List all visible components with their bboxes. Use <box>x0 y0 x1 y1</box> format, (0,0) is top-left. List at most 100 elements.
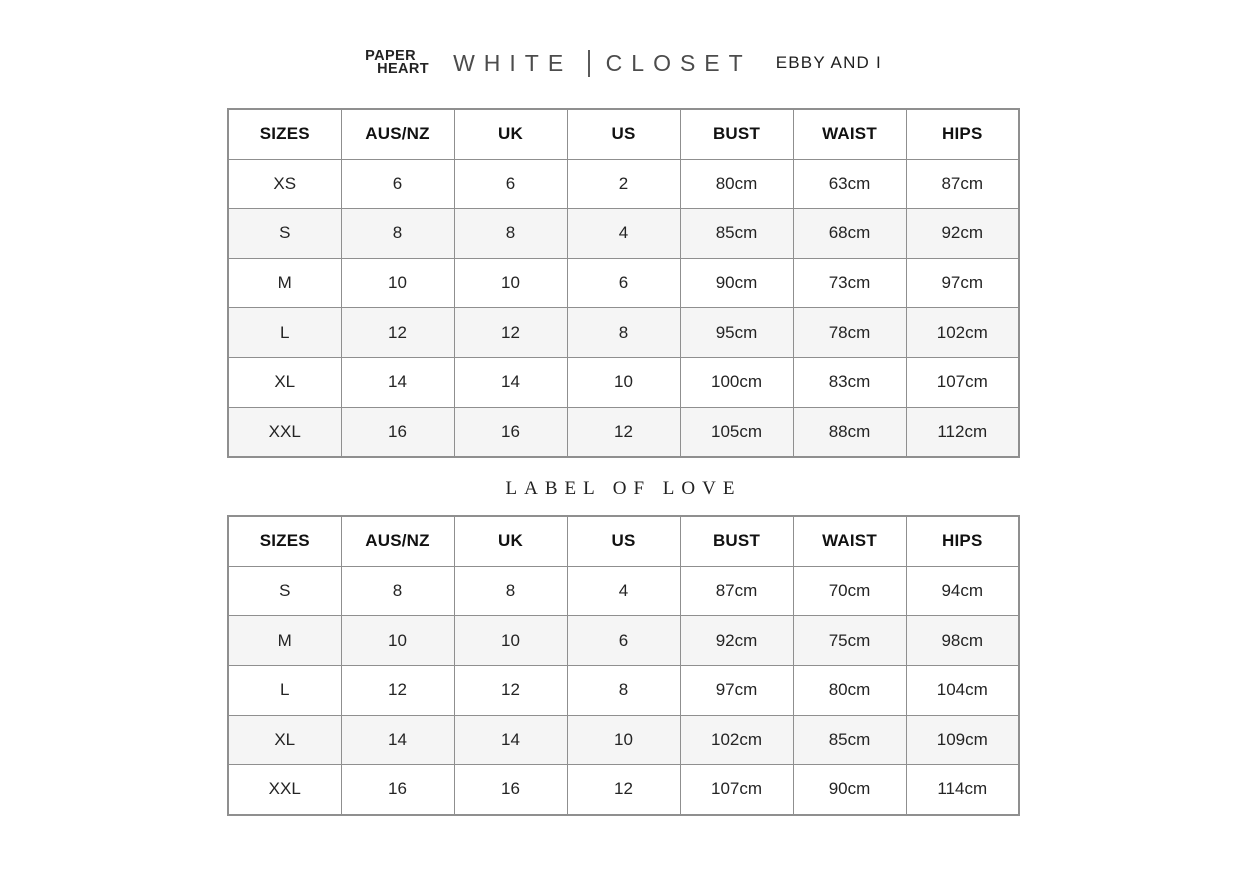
table-cell: 107cm <box>905 356 1020 408</box>
table-cell: 14 <box>340 714 455 766</box>
table-cell: 97cm <box>679 664 794 716</box>
paper-heart-logo: PAPER HEART <box>365 47 430 77</box>
table-cell: 8 <box>453 208 568 259</box>
column-header-bust: BUST <box>679 108 794 160</box>
table-cell: XL <box>227 714 342 766</box>
header-row: SIZES AUS/NZ UK US BUST WAIST HIPS <box>227 108 1020 160</box>
table-cell: 98cm <box>905 615 1020 666</box>
table-cell: 90cm <box>679 257 794 309</box>
table-cell: 10 <box>340 615 455 666</box>
table-cell: 14 <box>453 356 568 408</box>
table-cell: 8 <box>340 565 455 617</box>
table-cell: XXL <box>227 764 342 816</box>
table-cell: 80cm <box>679 158 794 210</box>
table-cell: 8 <box>453 565 568 617</box>
table-cell: 12 <box>340 664 455 716</box>
table-cell: M <box>227 615 342 666</box>
paper-heart-logo-line2: HEART <box>377 61 430 77</box>
table-row: XXL 16 16 12 105cm 88cm 112cm <box>227 406 1020 458</box>
table-cell: 104cm <box>905 664 1020 716</box>
table-cell: 102cm <box>679 714 794 766</box>
table-row: M 10 10 6 90cm 73cm 97cm <box>227 257 1020 309</box>
table-cell: 87cm <box>905 158 1020 210</box>
table-cell: 4 <box>566 208 681 259</box>
table-cell: 90cm <box>792 764 907 816</box>
table-cell: 92cm <box>905 208 1020 259</box>
table-cell: S <box>227 208 342 259</box>
table-cell: 4 <box>566 565 681 617</box>
table-cell: 109cm <box>905 714 1020 766</box>
table-cell: 105cm <box>679 406 794 458</box>
ebby-and-i-logo: EBBY AND I <box>775 53 882 72</box>
table-cell: 97cm <box>905 257 1020 309</box>
table-cell: 6 <box>566 615 681 666</box>
table-cell: 102cm <box>905 307 1020 358</box>
column-header-aus-nz: AUS/NZ <box>340 515 455 567</box>
table-cell: 75cm <box>792 615 907 666</box>
table-cell: 6 <box>340 158 455 210</box>
table-cell: 78cm <box>792 307 907 358</box>
table-cell: 6 <box>566 257 681 309</box>
column-header-sizes: SIZES <box>227 108 342 160</box>
table-cell: 107cm <box>679 764 794 816</box>
table-row: S 8 8 4 87cm 70cm 94cm <box>227 565 1020 617</box>
table-cell: 68cm <box>792 208 907 259</box>
table-cell: L <box>227 307 342 358</box>
table-cell: 8 <box>566 664 681 716</box>
column-header-uk: UK <box>453 515 568 567</box>
table-row: M 10 10 6 92cm 75cm 98cm <box>227 615 1020 666</box>
table-cell: 83cm <box>792 356 907 408</box>
table-cell: 10 <box>566 356 681 408</box>
table-cell: 12 <box>566 406 681 458</box>
column-header-sizes: SIZES <box>227 515 342 567</box>
table-cell: 8 <box>566 307 681 358</box>
brand-header: PAPER HEART WHITE CLOSET EBBY AND I <box>0 0 1247 81</box>
column-header-hips: HIPS <box>905 515 1020 567</box>
table-cell: 12 <box>566 764 681 816</box>
table-cell: 85cm <box>792 714 907 766</box>
column-header-aus-nz: AUS/NZ <box>340 108 455 160</box>
table-row: XS 6 6 2 80cm 63cm 87cm <box>227 158 1020 210</box>
table-cell: 100cm <box>679 356 794 408</box>
table-cell: 87cm <box>679 565 794 617</box>
table-cell: 70cm <box>792 565 907 617</box>
table-cell: XXL <box>227 406 342 458</box>
column-header-uk: UK <box>453 108 568 160</box>
column-header-us: US <box>566 515 681 567</box>
table-cell: XL <box>227 356 342 408</box>
table-cell: 92cm <box>679 615 794 666</box>
table-cell: 80cm <box>792 664 907 716</box>
table-cell: 10 <box>340 257 455 309</box>
column-header-waist: WAIST <box>792 108 907 160</box>
white-closet-logo: WHITE CLOSET <box>453 49 752 77</box>
table-cell: 12 <box>453 307 568 358</box>
table-cell: 94cm <box>905 565 1020 617</box>
label-of-love-size-table: SIZES AUS/NZ UK US BUST WAIST HIPS S 8 8 4 87cm 70cm… <box>227 515 1020 816</box>
column-header-hips: HIPS <box>905 108 1020 160</box>
table-cell: 10 <box>566 714 681 766</box>
column-header-us: US <box>566 108 681 160</box>
table-cell: 112cm <box>905 406 1020 458</box>
table-cell: 16 <box>340 406 455 458</box>
table-cell: 114cm <box>905 764 1020 816</box>
table-cell: 6 <box>453 158 568 210</box>
white-closet-logo-word1: WHITE <box>453 49 573 76</box>
table-cell: 14 <box>340 356 455 408</box>
table-row: L 12 12 8 95cm 78cm 102cm <box>227 307 1020 358</box>
header-row: SIZES AUS/NZ UK US BUST WAIST HIPS <box>227 515 1020 567</box>
label-of-love-title: LABEL OF LOVE <box>505 478 742 500</box>
table-cell: 8 <box>340 208 455 259</box>
column-header-waist: WAIST <box>792 515 907 567</box>
table-cell: 88cm <box>792 406 907 458</box>
table-cell: M <box>227 257 342 309</box>
table-cell: S <box>227 565 342 617</box>
table-row: L 12 12 8 97cm 80cm 104cm <box>227 664 1020 716</box>
table-cell: 10 <box>453 615 568 666</box>
table-cell: 12 <box>340 307 455 358</box>
paper-heart-logo-line1: PAPER <box>365 47 416 64</box>
table-cell: 16 <box>453 406 568 458</box>
table-row: XL 14 14 10 100cm 83cm 107cm <box>227 356 1020 408</box>
table-cell: 85cm <box>679 208 794 259</box>
paper-heart-white-closet-size-table: SIZES AUS/NZ UK US BUST WAIST HIPS XS 6 6 2 80cm 63c… <box>227 108 1020 459</box>
table-cell: XS <box>227 158 342 210</box>
